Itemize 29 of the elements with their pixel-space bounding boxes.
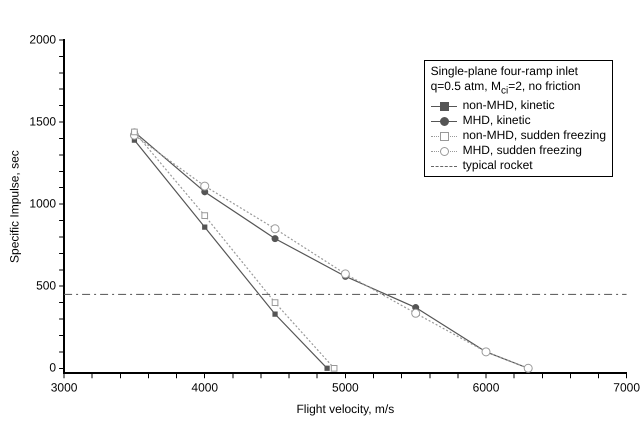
point — [340, 269, 350, 278]
legend-label: non-MHD, kinetic — [462, 98, 555, 114]
legend-label: MHD, sudden freezing — [462, 143, 582, 158]
point — [272, 311, 278, 317]
point — [411, 308, 420, 318]
y-tick-label: 1000 — [29, 196, 56, 210]
y-axis-title: Specific Impulse, sec — [8, 150, 22, 263]
x-axis-title: Flight velocity, m/s — [296, 402, 394, 416]
point — [270, 224, 280, 234]
x-tick-label: 4000 — [191, 380, 218, 395]
legend-title: Single-plane four-ramp inlet q=0.5 atm, M$_{ci}$=2, no friction — [430, 64, 582, 98]
point — [324, 366, 330, 371]
x-tick-label: 6000 — [472, 380, 500, 395]
x-tick-label: 5000 — [332, 380, 360, 395]
y-tick-label: 500 — [36, 278, 56, 293]
legend-label: typical rocket — [462, 158, 533, 174]
y-tick-label: 1500 — [29, 114, 56, 128]
x-tick-label: 3000 — [50, 380, 78, 395]
y-tick-label: 2000 — [29, 32, 56, 46]
point — [202, 224, 208, 230]
point — [330, 364, 338, 372]
point — [272, 299, 278, 306]
point — [200, 182, 210, 191]
point — [201, 212, 208, 219]
x-tick-label: 7000 — [613, 380, 640, 395]
legend-label: MHD, kinetic — [462, 113, 531, 128]
legend-label: non-MHD, sudden freezing — [462, 128, 606, 144]
point — [272, 235, 279, 242]
y-tick-label: 0 — [49, 360, 56, 375]
